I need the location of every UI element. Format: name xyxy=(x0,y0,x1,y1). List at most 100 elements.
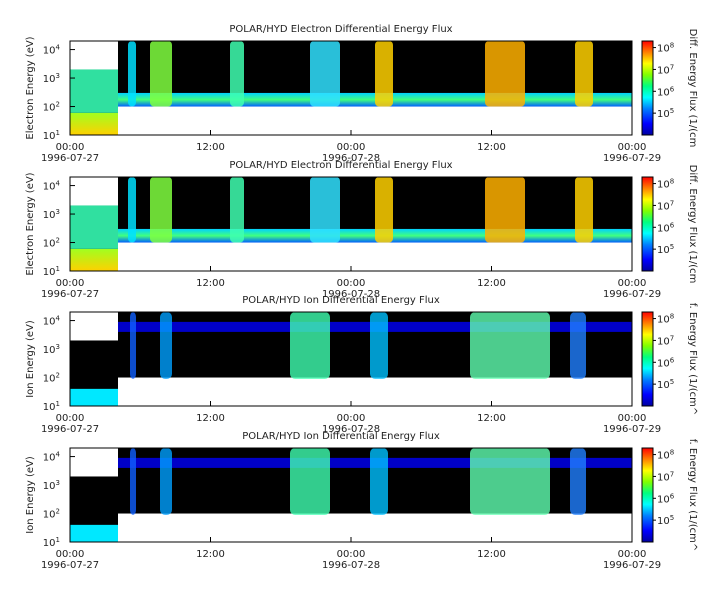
y-tick-label: 103 xyxy=(43,479,60,492)
y-tick-label-exp: 4 xyxy=(56,451,61,459)
panel-title: POLAR/HYD Ion Differential Energy Flux xyxy=(242,295,440,306)
no-data-region xyxy=(118,242,632,271)
colorbar-tick-label-exp: 5 xyxy=(670,243,674,251)
colorbar-tick-label-base: 10 xyxy=(657,223,670,234)
y-tick-label-base: 10 xyxy=(43,453,56,464)
x-tick-date: 1996-07-27 xyxy=(41,153,99,164)
y-tick-label-base: 10 xyxy=(43,267,56,278)
y-tick-label: 104 xyxy=(43,44,61,57)
colorbar-tick-label-base: 10 xyxy=(657,44,670,55)
flux-feature-5 xyxy=(470,448,550,515)
flux-feature-5 xyxy=(470,312,550,379)
colorbar-tick-label-base: 10 xyxy=(657,65,670,76)
x-tick-time: 12:00 xyxy=(196,413,225,424)
colorbar xyxy=(641,40,654,136)
colorbar-tick-label: 108 xyxy=(657,178,674,191)
x-tick-date: 1996-07-27 xyxy=(41,424,99,435)
x-tick-time: 12:00 xyxy=(196,549,225,560)
y-tick-label-exp: 2 xyxy=(56,237,60,245)
y-tick-label-base: 10 xyxy=(43,239,56,250)
y-tick-label-exp: 4 xyxy=(56,315,61,323)
x-tick-time: 00:00 xyxy=(337,549,366,560)
x-tick-date: 1996-07-28 xyxy=(322,289,380,300)
colorbar-tick-label: 107 xyxy=(657,199,674,212)
y-tick-label-exp: 3 xyxy=(56,343,60,351)
x-tick-date: 1996-07-28 xyxy=(322,153,380,164)
colorbar-tick-label-exp: 7 xyxy=(670,199,674,207)
y-tick-label-exp: 3 xyxy=(56,208,60,216)
colorbar-tick-label: 107 xyxy=(657,470,674,483)
x-tick-time: 00:00 xyxy=(56,549,85,560)
y-axis-label: Electron Energy (eV) xyxy=(25,172,36,275)
low-energy-flux xyxy=(70,248,118,271)
colorbar-tick-label: 108 xyxy=(657,42,674,55)
y-tick-label: 104 xyxy=(43,315,61,328)
colorbar-tick-label-exp: 5 xyxy=(670,378,674,386)
initial-data-gap xyxy=(70,41,118,70)
spectrogram-panel-3: POLAR/HYD Ion Differential Energy Flux10… xyxy=(25,295,698,435)
flux-feature-6 xyxy=(570,448,586,515)
colorbar-tick-label: 107 xyxy=(657,63,674,76)
y-tick-label: 101 xyxy=(43,129,60,142)
colorbar-tick-label-base: 10 xyxy=(657,315,670,326)
x-tick-time: 12:00 xyxy=(477,278,506,289)
x-tick-date: 1996-07-29 xyxy=(603,560,661,571)
colorbar-tick-label: 105 xyxy=(657,378,674,391)
no-data-region xyxy=(118,377,632,406)
colorbar-label: f. Energy Flux (1/(cm^ xyxy=(687,303,698,415)
no-data-region xyxy=(118,513,632,542)
colorbar-label: f. Energy Flux (1/(cm^ xyxy=(687,439,698,551)
y-tick-label-base: 10 xyxy=(43,481,56,492)
colorbar-tick-label-base: 10 xyxy=(657,472,670,483)
x-tick-time: 00:00 xyxy=(337,413,366,424)
colorbar-tick-label-base: 10 xyxy=(657,201,670,212)
y-tick-label: 103 xyxy=(43,72,60,85)
y-tick-label-exp: 2 xyxy=(56,508,60,516)
y-tick-label: 101 xyxy=(43,265,60,278)
flux-feature-1 xyxy=(128,177,136,243)
y-axis-label: Electron Energy (eV) xyxy=(25,36,36,139)
low-energy-flux xyxy=(70,524,118,542)
flux-feature-6 xyxy=(485,177,525,243)
y-tick-label: 103 xyxy=(43,208,60,221)
y-tick-label-exp: 3 xyxy=(56,72,60,80)
colorbar-label: Diff. Energy Flux (1/(cm xyxy=(687,165,698,284)
y-tick-label-base: 10 xyxy=(43,103,56,114)
flux-feature-4 xyxy=(370,312,388,379)
flux-feature-4 xyxy=(310,41,340,107)
early-flux xyxy=(70,205,118,249)
colorbar-tick-label-base: 10 xyxy=(657,109,670,120)
colorbar-tick-label-base: 10 xyxy=(657,180,670,191)
x-tick-date: 1996-07-28 xyxy=(322,424,380,435)
flux-feature-2 xyxy=(150,177,172,243)
x-tick-time: 00:00 xyxy=(337,142,366,153)
y-tick-label-base: 10 xyxy=(43,210,56,221)
colorbar-tick-label-exp: 6 xyxy=(670,221,675,229)
x-tick-time: 00:00 xyxy=(56,413,85,424)
colorbar-tick-label: 105 xyxy=(657,514,674,527)
colorbar xyxy=(641,311,654,407)
y-tick-label: 102 xyxy=(43,101,60,114)
initial-data-gap xyxy=(70,177,118,206)
x-tick-time: 12:00 xyxy=(477,142,506,153)
x-tick-time: 12:00 xyxy=(196,278,225,289)
x-tick-date: 1996-07-29 xyxy=(603,289,661,300)
x-tick-time: 00:00 xyxy=(618,549,647,560)
colorbar xyxy=(641,176,654,272)
colorbar xyxy=(641,447,654,543)
colorbar-tick-label-exp: 7 xyxy=(670,63,674,71)
y-tick-label: 103 xyxy=(43,343,60,356)
flux-feature-3 xyxy=(230,177,244,243)
x-tick-date: 1996-07-28 xyxy=(322,560,380,571)
x-tick-time: 00:00 xyxy=(56,278,85,289)
colorbar-tick-label-exp: 8 xyxy=(670,42,674,50)
x-tick-time: 12:00 xyxy=(196,142,225,153)
y-tick-label-base: 10 xyxy=(43,538,56,549)
colorbar-tick-label-exp: 6 xyxy=(670,492,675,500)
flux-feature-4 xyxy=(370,448,388,515)
y-tick-label: 102 xyxy=(43,372,60,385)
colorbar-tick-label-exp: 8 xyxy=(670,449,674,457)
colorbar-tick-label-base: 10 xyxy=(657,245,670,256)
y-tick-label-exp: 1 xyxy=(56,400,60,408)
